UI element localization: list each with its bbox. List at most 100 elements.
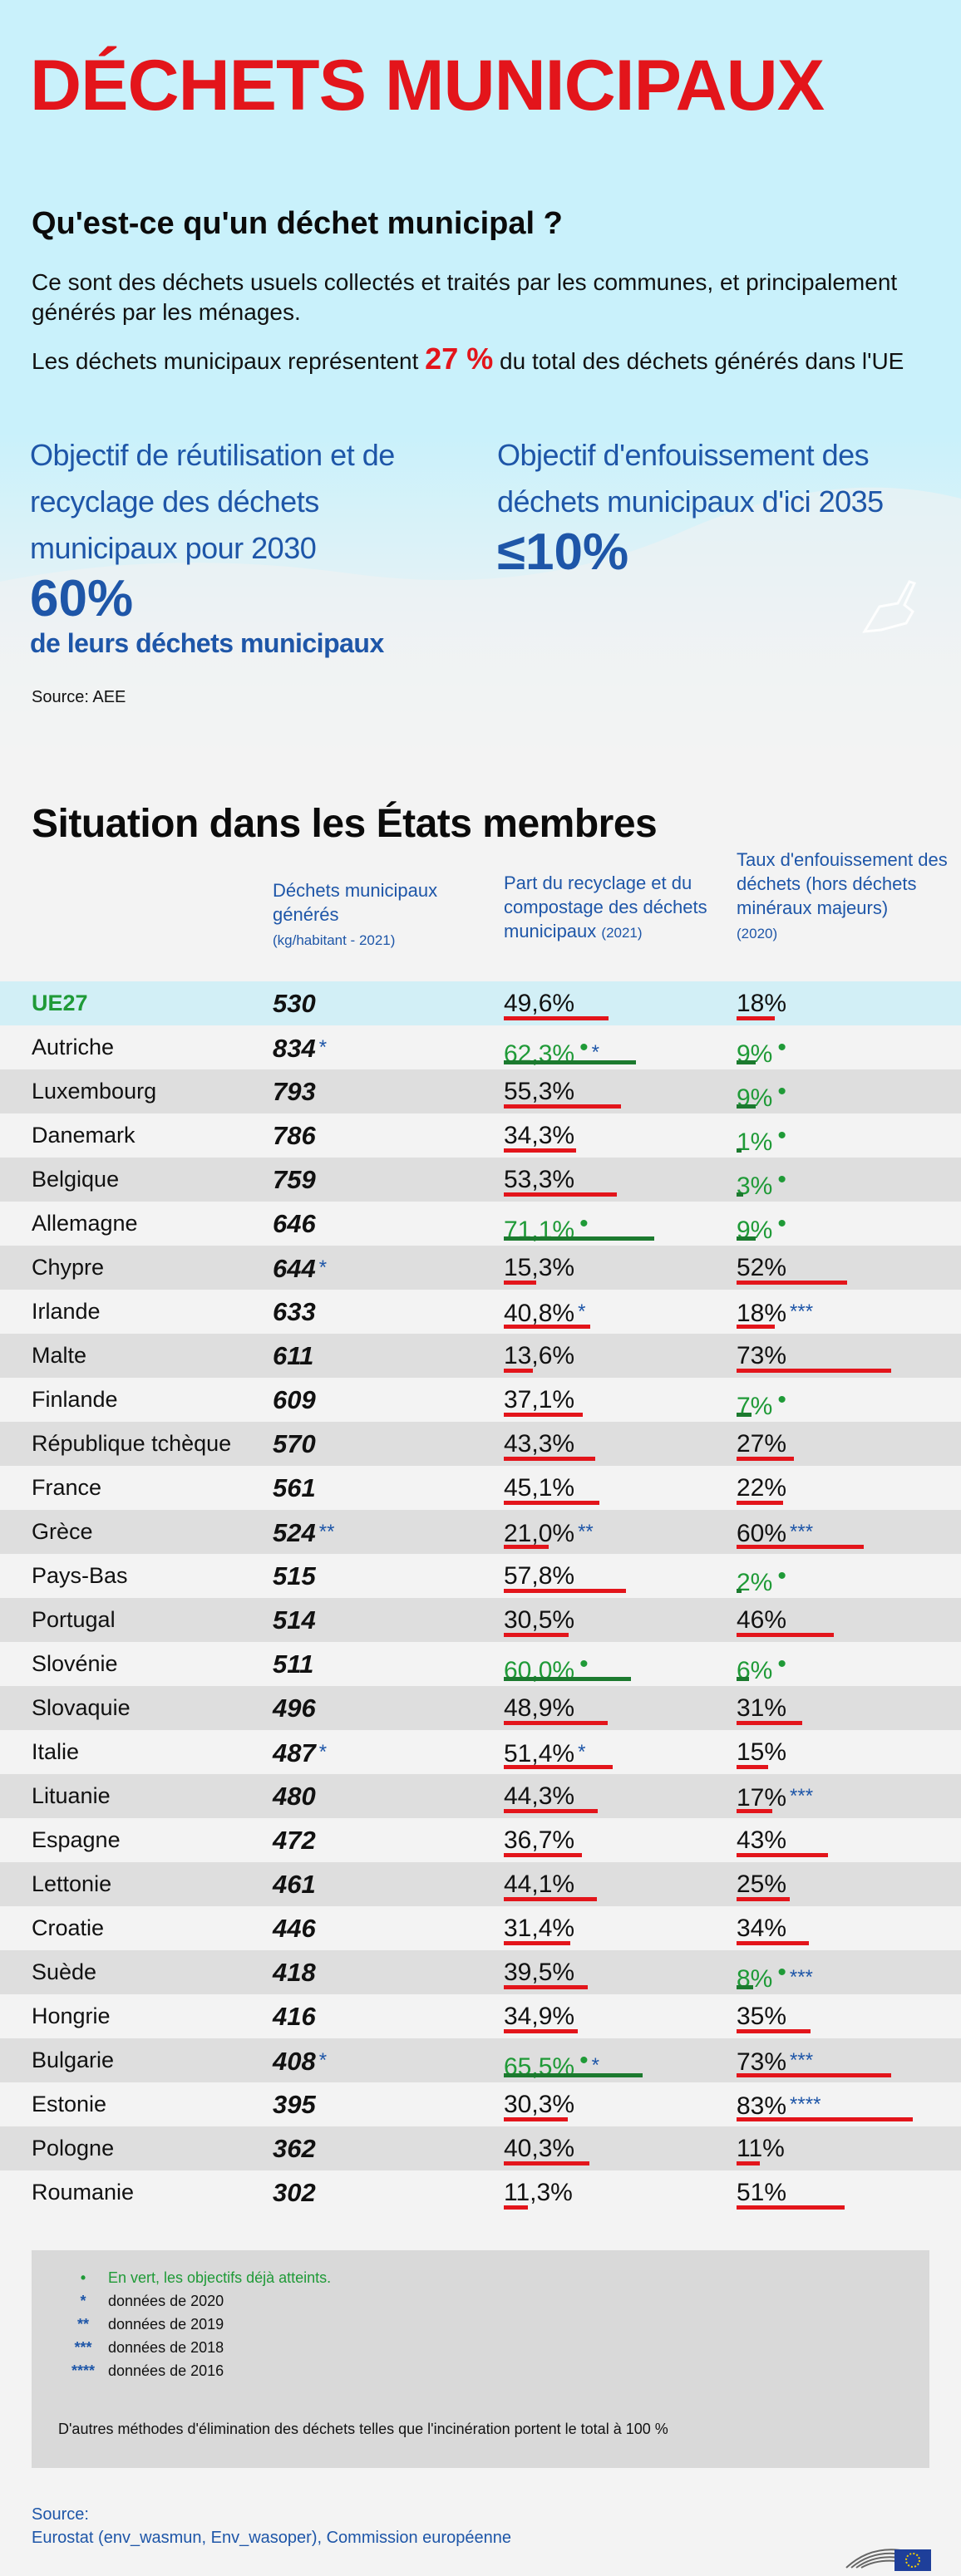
- landfill-percent: 46%: [737, 1606, 787, 1634]
- recycling-value: 30,3%: [504, 2082, 574, 2126]
- recycling-value: 43,3%: [504, 1422, 574, 1466]
- recycling-bar: [504, 1016, 609, 1020]
- recycling-percent: 34,3%: [504, 1122, 575, 1149]
- recycling-value: 40,8% *: [504, 1290, 585, 1334]
- recycling-bar: [504, 1545, 549, 1549]
- recycling-footnote-mark: *: [578, 1300, 586, 1323]
- table-row: Lituanie 480 44,3% 17% ***: [0, 1774, 961, 1818]
- landfill-bar: [737, 1413, 752, 1417]
- recycling-bar: [504, 1677, 631, 1681]
- landscape-illustration: [0, 487, 961, 752]
- landfill-value: 3% •: [737, 1158, 786, 1202]
- recycling-goal: Objectif de réutilisation et de recyclag…: [30, 432, 395, 660]
- table-row: Lettonie 461 44,1% 25%: [0, 1862, 961, 1906]
- landfill-bar: [737, 2073, 892, 2077]
- landfill-bar: [737, 1016, 775, 1020]
- table-row: Belgique 759 53,3% 3% •: [0, 1158, 961, 1202]
- landfill-percent: 11%: [737, 2135, 785, 2162]
- legend-green-text: En vert, les objectifs déjà atteints.: [108, 2269, 332, 2286]
- col-recycling-l3: municipaux: [504, 921, 597, 941]
- country-name: UE27: [32, 991, 88, 1015]
- page-title: DÉCHETS MUNICIPAUX: [30, 46, 825, 125]
- parliament-logo-icon: [845, 2549, 931, 2571]
- generated-number: 511: [273, 1649, 314, 1679]
- generated-number: 609: [273, 1385, 316, 1414]
- recycling-bar: [504, 1148, 577, 1153]
- legend-text-2019: données de 2019: [108, 2316, 224, 2333]
- footer-source-text: Eurostat (env_wasmun, Env_wasoper), Comm…: [32, 2529, 511, 2547]
- recycling-bar: [504, 2029, 578, 2033]
- landfill-value: 31%: [737, 1686, 786, 1730]
- landfill-bar: [737, 1941, 809, 1945]
- recycling-footnote-mark: *: [591, 1041, 599, 1064]
- country-name: Grèce: [32, 1519, 93, 1544]
- landfill-bar: [737, 1060, 756, 1064]
- landfill-value: 43%: [737, 1818, 786, 1862]
- country-name: Chypre: [32, 1255, 105, 1280]
- country-name: Italie: [32, 1739, 80, 1764]
- table-row: Roumanie 302 11,3% 51%: [0, 2170, 961, 2215]
- hero-section: [0, 0, 961, 752]
- recycling-value: 13,6%: [504, 1334, 574, 1378]
- recycling-percent: 40,8%: [504, 1300, 575, 1327]
- recycling-bar: [504, 1060, 636, 1064]
- landfill-percent: 83%: [737, 2092, 787, 2120]
- recycling-value: 31,4%: [504, 1906, 574, 1950]
- landfill-percent: 52%: [737, 1254, 787, 1281]
- generated-value: 511: [273, 1642, 313, 1686]
- legend-text-2016: données de 2016: [108, 2362, 224, 2379]
- target-reached-dot: •: [579, 1650, 589, 1678]
- country-name: Estonie: [32, 2092, 107, 2116]
- recycling-bar: [504, 1809, 598, 1813]
- recycling-value: 45,1%: [504, 1466, 574, 1510]
- legend-2019: ** données de 2019: [58, 2313, 224, 2335]
- generated-value: 609: [273, 1378, 316, 1422]
- target-reached-dot: •: [777, 1122, 786, 1149]
- target-reached-dot: •: [777, 1959, 786, 1986]
- share-value: 27 %: [425, 342, 494, 376]
- target-reached-dot: •: [777, 1210, 786, 1237]
- recycling-goal-line1: Objectif de réutilisation et de: [30, 438, 395, 472]
- landfill-goal-line1: Objectif d'enfouissement des: [497, 438, 870, 472]
- generated-number: 514: [273, 1605, 316, 1635]
- generated-value: 759: [273, 1158, 316, 1202]
- landfill-value: 52%: [737, 1246, 786, 1290]
- generated-number: 416: [273, 2002, 316, 2031]
- recycling-percent: 39,5%: [504, 1959, 575, 1986]
- col-landfill-l1: Taux d'enfouissement des: [737, 849, 948, 870]
- landfill-bar: [737, 1457, 794, 1461]
- recycling-bar: [504, 1325, 591, 1329]
- landfill-bar: [737, 1677, 750, 1681]
- legend-symbol-2018: ***: [74, 2339, 92, 2356]
- country-name: Espagne: [32, 1827, 121, 1852]
- generated-number: 461: [273, 1870, 316, 1899]
- generated-value: 514: [273, 1598, 316, 1642]
- generated-number: 362: [273, 2134, 316, 2163]
- definition-heading: Qu'est-ce qu'un déchet municipal ?: [32, 206, 563, 241]
- country-name: Belgique: [32, 1167, 120, 1192]
- recycling-bar: [504, 1589, 627, 1593]
- generated-value: 515: [273, 1554, 316, 1598]
- recycling-percent: 13,6%: [504, 1342, 575, 1369]
- recycling-bar: [504, 1501, 599, 1505]
- recycling-value: 57,8%: [504, 1554, 574, 1598]
- landfill-percent: 43%: [737, 1826, 787, 1854]
- target-reached-dot: •: [579, 2047, 589, 2074]
- country-name: République tchèque: [32, 1431, 232, 1456]
- generated-number: 446: [273, 1914, 316, 1943]
- landfill-value: 11%: [737, 2126, 785, 2170]
- share-text: Les déchets municipaux représentent 27 %…: [32, 344, 938, 376]
- landfill-goal: Objectif d'enfouissement des déchets mun…: [497, 432, 884, 580]
- legend-symbol-2020: *: [80, 2293, 86, 2309]
- recycling-bar: [504, 2073, 643, 2077]
- table-row: Italie 487 * 51,4% * 15%: [0, 1730, 961, 1774]
- generated-value: 496: [273, 1686, 316, 1730]
- table-row: Allemagne 646 71,1% • 9% •: [0, 1202, 961, 1246]
- generated-value: 461: [273, 1862, 316, 1906]
- recycling-percent: 40,3%: [504, 2135, 575, 2162]
- recycling-value: 55,3%: [504, 1069, 574, 1113]
- generated-footnote-mark: *: [318, 1036, 328, 1059]
- recycling-percent: 30,5%: [504, 1606, 575, 1634]
- table-row: Suède 418 39,5% 8% • ***: [0, 1950, 961, 1994]
- share-before: Les déchets municipaux représentent: [32, 348, 419, 374]
